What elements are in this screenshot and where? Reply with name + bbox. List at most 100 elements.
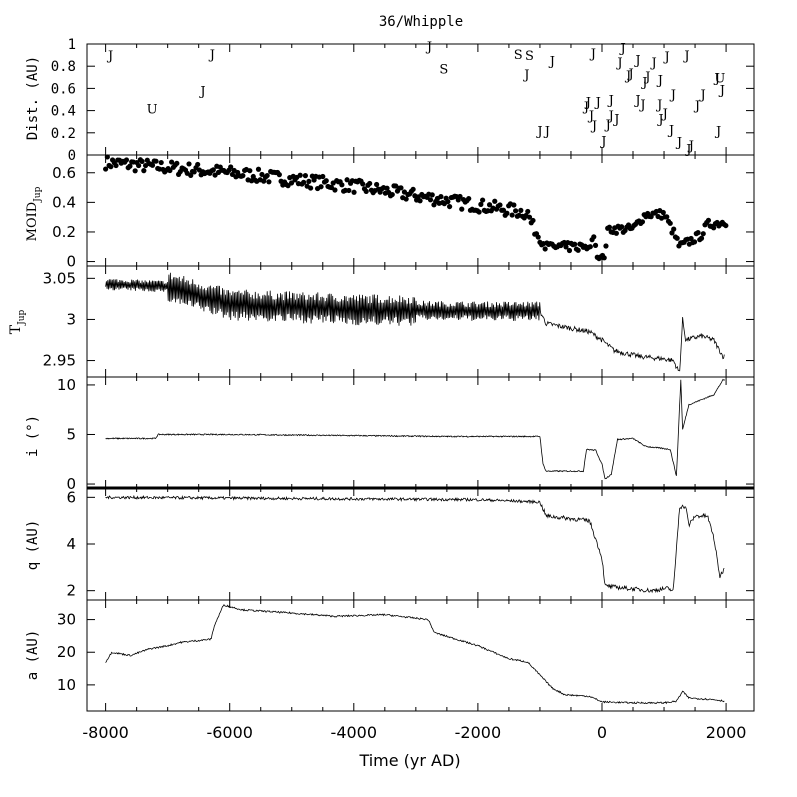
encounter-marker: J — [615, 56, 622, 71]
moid-point — [705, 217, 712, 223]
moid-point — [240, 173, 246, 179]
moid-point — [446, 203, 453, 210]
moid-y-tick-label: 0.6 — [52, 164, 76, 182]
moid-point — [410, 186, 416, 192]
moid-ylabel: MOIDJup — [25, 186, 43, 241]
encounter-marker: J — [699, 88, 706, 103]
moid-point — [511, 202, 517, 208]
moid-y-tick-label: 0 — [66, 253, 76, 271]
encounter-marker: J — [589, 47, 596, 62]
encounter-marker: J — [425, 40, 432, 55]
moid-point — [525, 208, 531, 215]
encounter-marker: J — [607, 94, 614, 109]
q-series-line — [105, 494, 725, 594]
a-ylabel: a (AU) — [25, 630, 41, 681]
encounter-marker: U — [714, 71, 725, 86]
moid-point — [671, 226, 677, 232]
encounter-marker: J — [604, 118, 611, 133]
moid-point — [664, 214, 670, 220]
encounter-marker: J — [624, 69, 631, 84]
moid-point — [261, 178, 267, 184]
moid-point — [301, 179, 307, 185]
moid-point — [500, 207, 507, 213]
moid-point — [563, 244, 569, 250]
moid-point — [264, 172, 270, 179]
moid-point — [572, 241, 578, 247]
encounter-marker: S — [525, 49, 534, 64]
a-y-tick-label: 20 — [57, 643, 76, 661]
encounter-marker: J — [633, 94, 640, 109]
moid-point — [445, 199, 451, 205]
tjup-ylabel-main: T — [8, 324, 24, 334]
moid-point — [141, 168, 147, 174]
encounter-marker: J — [649, 56, 656, 71]
encounter-marker: J — [667, 123, 674, 138]
encounter-marker: J — [713, 71, 720, 86]
moid-ylabel-sub: Jup — [33, 186, 43, 202]
moid-point — [480, 197, 486, 203]
moid-point — [457, 193, 463, 200]
dist-y-tick-label: 1 — [68, 37, 76, 53]
moid-point — [486, 202, 493, 208]
tjup-series-line — [105, 272, 725, 372]
encounter-marker: J — [582, 100, 589, 115]
moid-point — [276, 172, 282, 178]
moid-point — [167, 167, 173, 174]
moid-point — [318, 184, 324, 190]
moid-point — [723, 222, 729, 229]
moid-point — [466, 195, 472, 202]
moid-point — [123, 157, 130, 163]
inc-y-tick-label: 10 — [57, 376, 76, 394]
moid-point — [518, 207, 524, 213]
encounter-marker: J — [106, 49, 113, 64]
moid-point — [374, 181, 380, 188]
moid-point — [247, 168, 253, 174]
encounter-marker: J — [661, 107, 668, 122]
encounter-marker: U — [147, 102, 158, 117]
encounter-marker: J — [594, 96, 601, 111]
x-axis-label: Time (yr AD) — [358, 751, 460, 770]
moid-point — [603, 243, 609, 249]
moid-point — [509, 212, 515, 218]
moid-point — [320, 173, 326, 180]
x-tick-label: -6000 — [206, 723, 253, 742]
moid-point — [398, 185, 404, 191]
moid-point — [639, 219, 646, 225]
panel-frames — [86, 43, 755, 712]
moid-point — [478, 201, 484, 207]
x-tick-label: 0 — [597, 723, 607, 742]
encounter-marker: J — [714, 125, 721, 140]
moid-point — [153, 158, 159, 164]
moid-point — [535, 234, 541, 240]
moid-point — [700, 231, 706, 237]
inc-y-tick-label: 5 — [66, 425, 76, 443]
moid-point — [497, 202, 503, 208]
encounter-marker: J — [643, 70, 650, 85]
a-series-line — [105, 603, 725, 705]
moid-point — [476, 209, 482, 215]
moid-point — [566, 247, 573, 254]
moid-point — [389, 191, 395, 198]
dist-y-tick-label: 0.8 — [51, 59, 76, 75]
encounter-marker: J — [718, 84, 725, 99]
moid-point — [288, 180, 295, 186]
moid-point — [266, 179, 272, 185]
moid-point — [363, 188, 369, 194]
moid-ylabel-main: MOID — [25, 202, 40, 242]
tjup-y-tick-label: 3 — [66, 310, 76, 328]
x-axis-ticks: -8000 -6000 -4000 -2000 0 2000 — [82, 44, 746, 742]
moid-point — [104, 154, 110, 160]
dist-y-tick-label: 0.2 — [51, 126, 76, 142]
moid-point — [691, 239, 698, 245]
moid-point — [360, 181, 366, 187]
encounter-marker: J — [638, 98, 645, 113]
moid-point — [427, 197, 434, 203]
moid-point — [695, 230, 701, 236]
dist-ylabel: Dist. (AU) — [25, 56, 41, 140]
dist-y-tick-label: 0 — [68, 148, 76, 164]
encounter-marker: J — [208, 48, 215, 63]
moid-point — [711, 225, 717, 231]
moid-point — [438, 194, 444, 200]
a-y-tick-label: 30 — [57, 611, 76, 629]
moid-point — [306, 178, 312, 185]
